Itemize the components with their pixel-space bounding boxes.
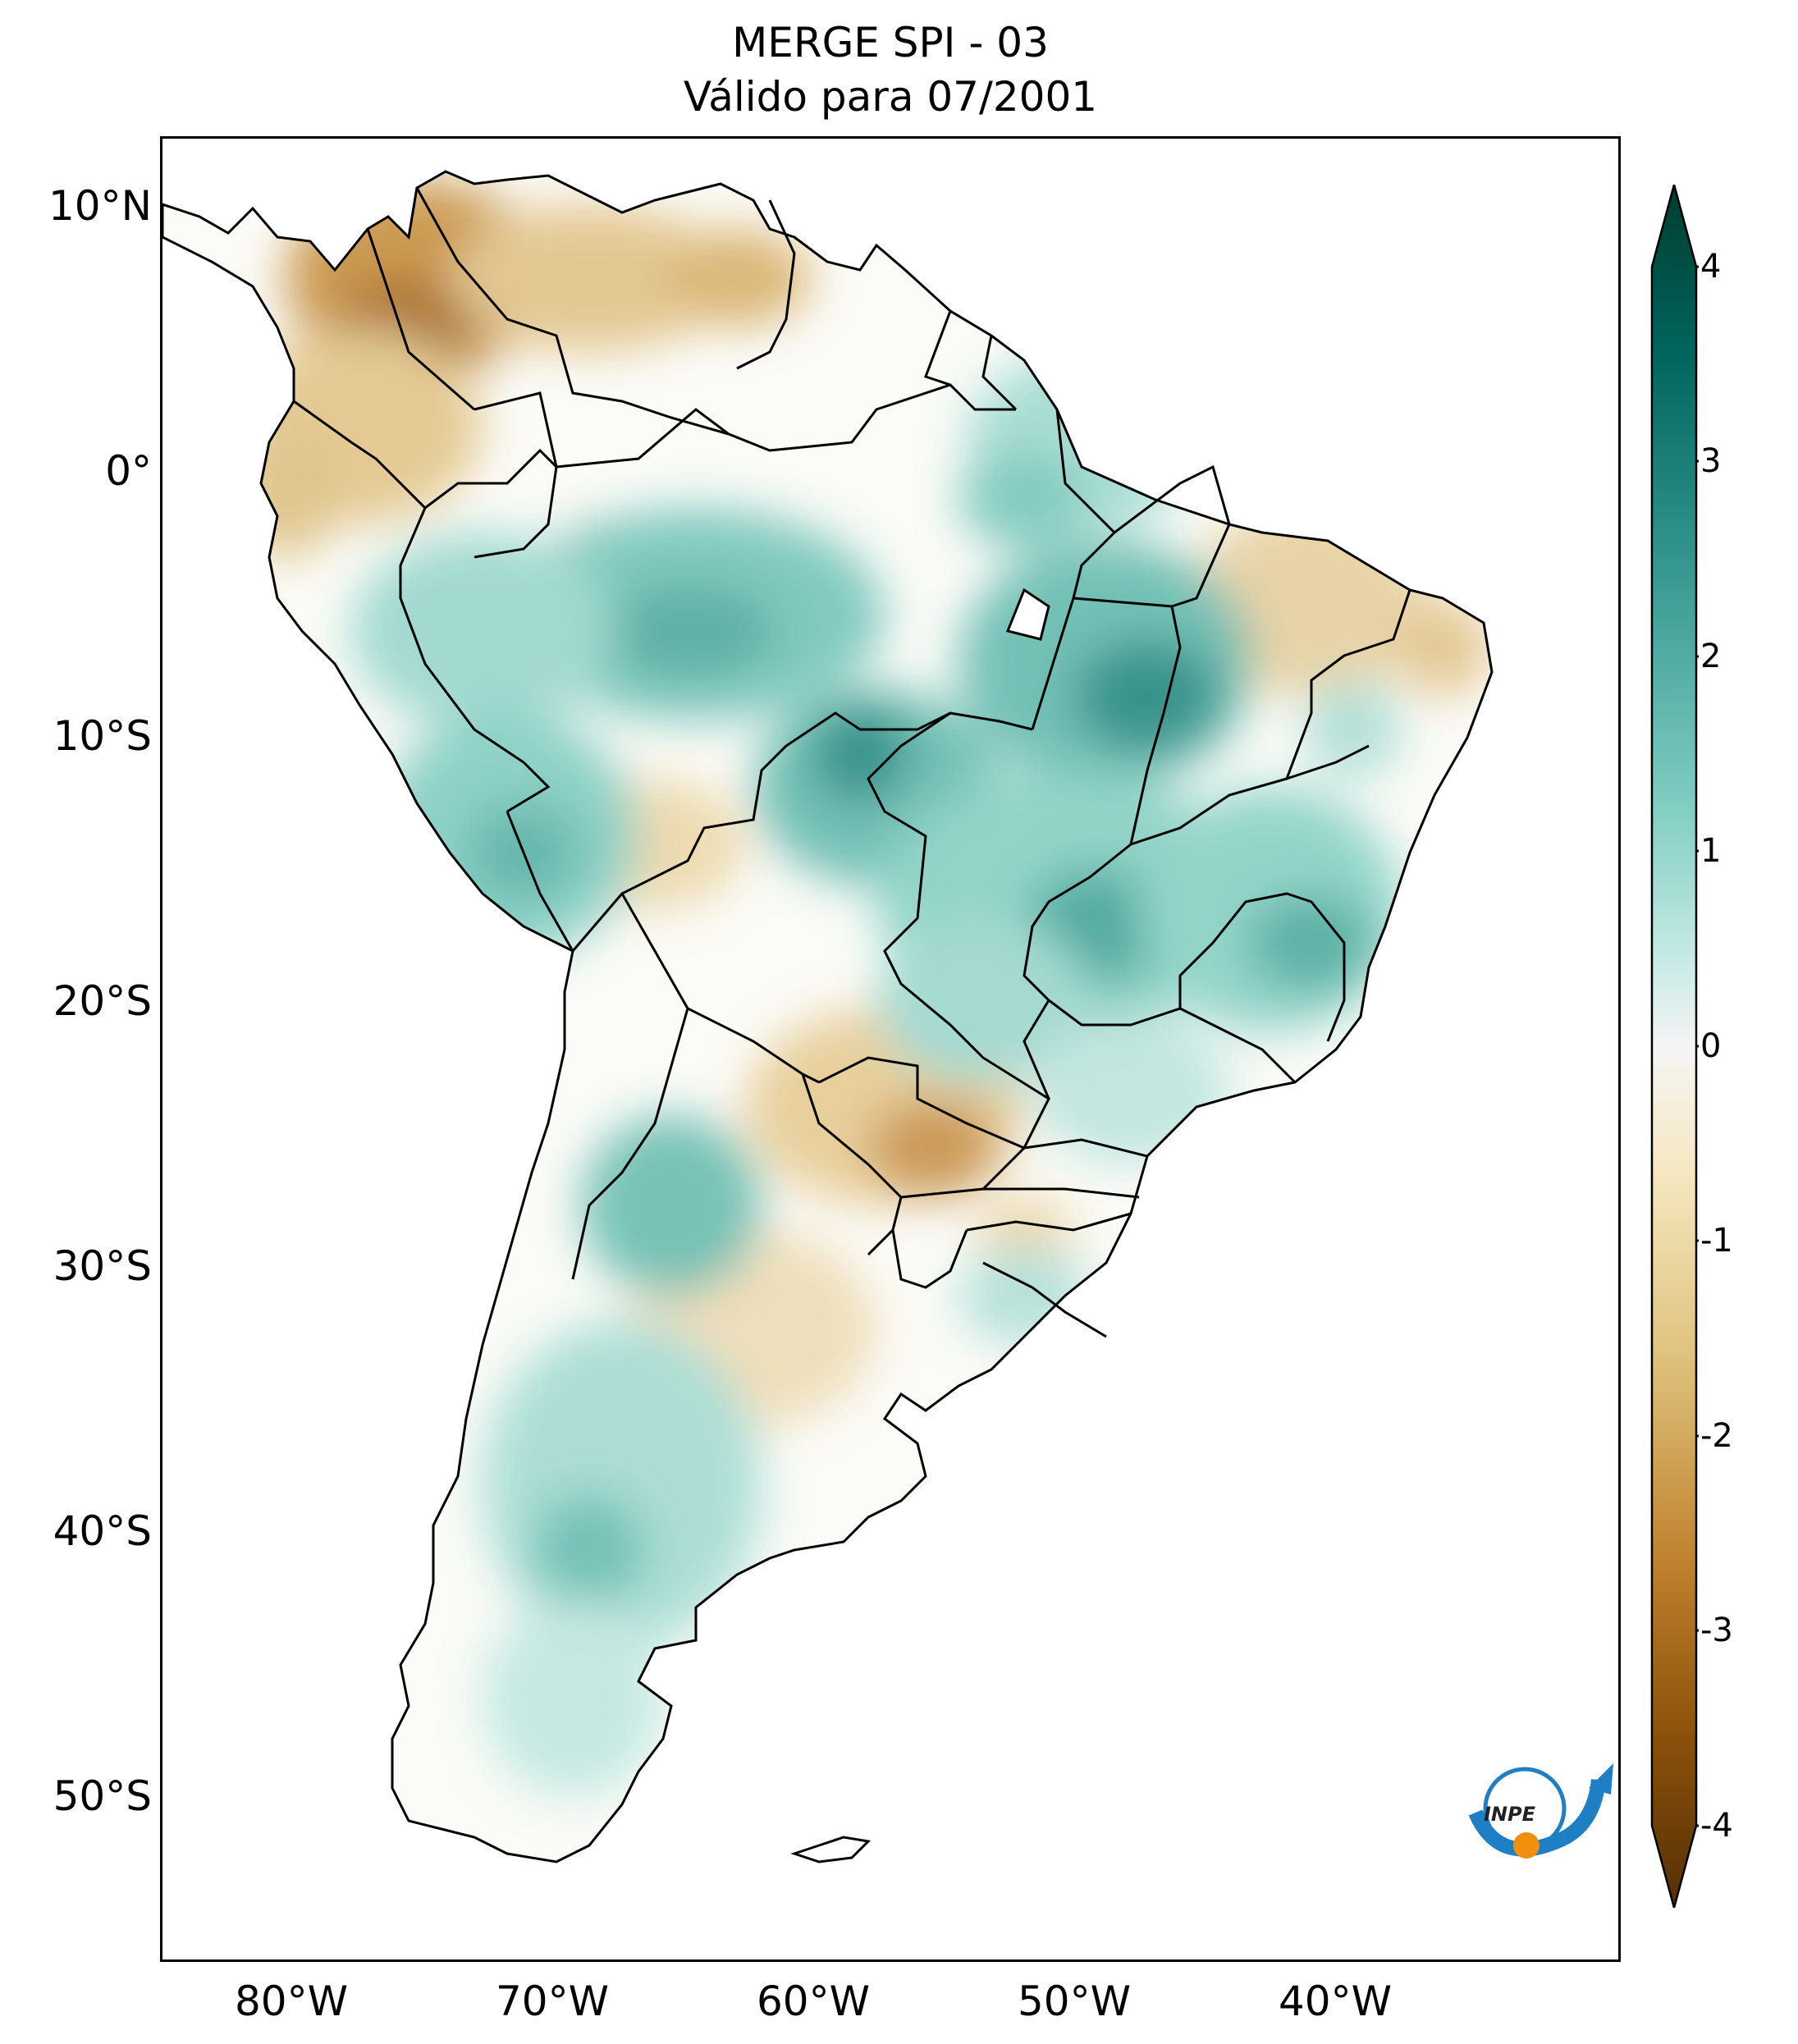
inpe-logo-icon [1468,1763,1613,1859]
colorbar-tick-minus4: -4 [1700,1807,1733,1845]
lon-tick-60w: 60°W [756,1978,871,2025]
lat-tick-20s: 20°S [53,977,152,1025]
colorbar [1650,185,1699,1908]
lon-tick-70w: 70°W [495,1978,610,2025]
lat-tick-50s: 50°S [53,1772,152,1820]
lat-tick-10s: 10°S [53,712,152,760]
borders [293,187,1411,1338]
map-panel: INPE [160,136,1621,1962]
spi-map: INPE [162,170,1613,1863]
inpe-logo-text: INPE [1484,1803,1536,1826]
lat-tick-30s: 30°S [53,1242,152,1290]
spi-field [162,171,1492,1862]
lat-tick-0: 0° [105,447,152,495]
map-title: MERGE SPI - 03 [732,19,1049,66]
colorbar-tick-4: 4 [1700,248,1722,286]
colorbar-tick-minus3: -3 [1700,1612,1733,1649]
colorbar-tick-2: 2 [1700,638,1722,675]
colorbar-tick-0: 0 [1700,1027,1722,1065]
colorbar-tick-minus1: -1 [1700,1222,1733,1260]
colorbar-tick-minus2: -2 [1700,1417,1733,1455]
lon-tick-80w: 80°W [234,1978,349,2025]
lat-tick-10n: 10°N [48,182,152,230]
map-subtitle: Válido para 07/2001 [683,73,1098,121]
colorbar-tick-3: 3 [1700,442,1722,480]
lon-tick-50w: 50°W [1017,1978,1132,2025]
lon-tick-40w: 40°W [1278,1978,1393,2025]
colorbar-tick-1: 1 [1700,832,1722,870]
lat-tick-40s: 40°S [53,1507,152,1555]
islands [790,588,1050,1863]
